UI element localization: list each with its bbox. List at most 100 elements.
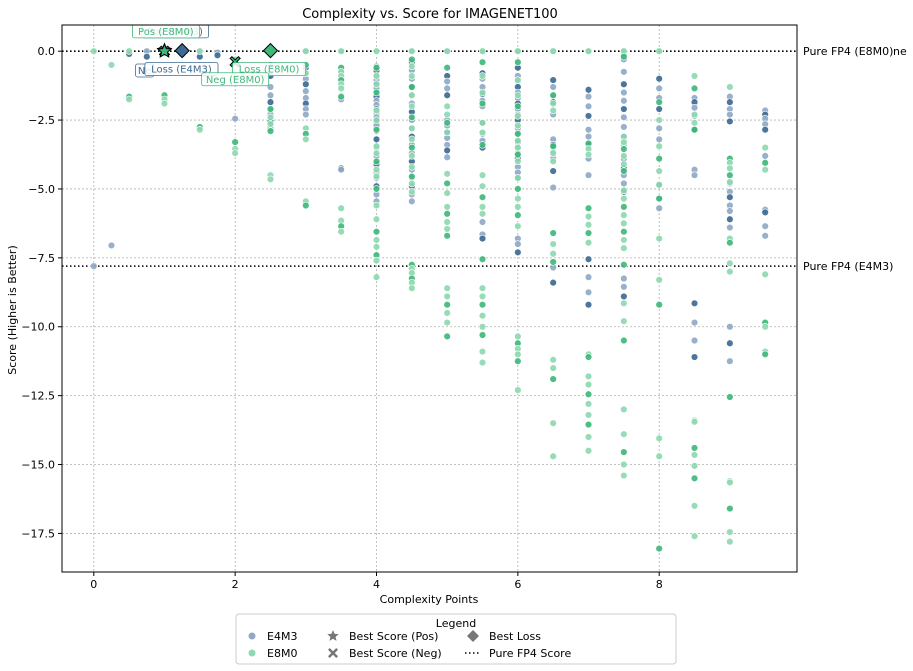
data-point-e8m0 (478, 119, 487, 127)
x-tick-label: 4 (373, 578, 380, 591)
legend-item: Pure FP4 Score (465, 647, 571, 660)
data-point-e8m0 (266, 105, 275, 113)
data-point-e8m0 (443, 203, 451, 211)
data-point-e8m0 (196, 47, 204, 55)
x-tick-label: 0 (90, 578, 97, 591)
data-point-e4m3 (761, 152, 769, 160)
data-point-e8m0 (514, 130, 522, 138)
data-point-e4m3 (372, 135, 381, 144)
legend-label: Pure FP4 Score (489, 647, 571, 660)
data-point-e8m0 (655, 167, 663, 175)
data-point-e4m3 (584, 171, 593, 179)
data-point-e8m0 (514, 357, 522, 365)
legend-items: E4M3 E8M0 Best Score (Pos) Best Score (Neg)… (248, 630, 571, 660)
data-point-e8m0 (584, 204, 593, 212)
data-point-e4m3 (726, 339, 734, 347)
data-point-e8m0 (372, 80, 381, 88)
data-point-e8m0 (655, 98, 663, 106)
data-point-e8m0 (514, 112, 522, 120)
legend-label: E4M3 (267, 630, 297, 643)
data-point-e4m3 (726, 117, 734, 126)
data-point-e4m3 (584, 255, 593, 263)
data-point-e8m0 (655, 452, 663, 460)
data-point-e4m3 (337, 165, 345, 174)
data-point-e8m0 (478, 203, 487, 211)
data-point-e8m0 (408, 163, 416, 171)
data-point-e8m0 (372, 215, 381, 223)
data-point-e8m0 (478, 141, 487, 149)
data-point-e8m0 (620, 203, 628, 211)
data-point-e8m0 (514, 174, 522, 182)
legend-box (235, 613, 677, 665)
data-point-e8m0 (726, 178, 734, 186)
data-point-e8m0 (372, 165, 381, 174)
data-point-e8m0 (514, 150, 522, 159)
data-point-e4m3 (620, 292, 628, 301)
data-point-e8m0 (478, 255, 487, 263)
data-point-e8m0 (478, 99, 487, 108)
data-point-e4m3 (213, 51, 222, 60)
data-point-e8m0 (690, 532, 699, 540)
data-point-e4m3 (408, 197, 416, 206)
data-point-e8m0 (302, 47, 310, 55)
data-point-e4m3 (549, 83, 557, 91)
data-point-e8m0 (372, 273, 381, 281)
data-point-e4m3 (584, 102, 593, 110)
data-point-e8m0 (761, 270, 769, 279)
data-point-e8m0 (514, 222, 522, 230)
data-point-e8m0 (478, 331, 487, 339)
data-point-e8m0 (549, 142, 557, 150)
data-point-e8m0 (549, 356, 557, 364)
y-tick-label: −15.0 (21, 459, 55, 472)
data-point-e8m0 (655, 154, 663, 163)
data-point-e8m0 (690, 119, 699, 127)
data-point-e4m3 (655, 135, 663, 144)
legend-label: Best Score (Pos) (349, 630, 438, 643)
data-point-e8m0 (337, 204, 345, 212)
data-point-e8m0 (372, 185, 381, 193)
data-point-e4m3 (443, 77, 451, 86)
annotation-box (144, 62, 219, 76)
data-point-e4m3 (549, 167, 557, 175)
best-marker-star-e8m0 (156, 42, 173, 58)
data-point-e8m0 (726, 528, 734, 536)
data-point-e8m0 (690, 418, 699, 426)
annotation-box (201, 72, 270, 87)
y-tick-label: −7.5 (28, 252, 55, 265)
data-point-e8m0 (690, 444, 699, 452)
data-point-e8m0 (620, 186, 628, 195)
data-point-e4m3 (620, 68, 628, 76)
data-point-e8m0 (549, 250, 557, 258)
data-point-e8m0 (620, 145, 628, 153)
data-point-e8m0 (620, 244, 628, 252)
data-point-e8m0 (478, 88, 487, 97)
legend-marker-diamond (467, 630, 479, 642)
data-point-e4m3 (266, 83, 275, 91)
data-point-e8m0 (372, 64, 381, 72)
data-point-e8m0 (620, 236, 628, 244)
data-point-e8m0 (337, 92, 345, 101)
data-point-e4m3 (584, 126, 593, 134)
data-point-e4m3 (726, 215, 734, 223)
data-point-e4m3 (584, 132, 593, 141)
data-point-e8m0 (372, 243, 381, 251)
data-point-e8m0 (620, 460, 628, 469)
legend-item: E8M0 (248, 647, 297, 660)
annotation-e8m0: Neg (E8M0) (201, 72, 270, 87)
data-point-e8m0 (266, 127, 275, 135)
data-point-e8m0 (408, 188, 416, 196)
data-point-e8m0 (372, 142, 381, 150)
data-point-e4m3 (761, 232, 769, 240)
data-point-e8m0 (514, 91, 522, 99)
legend-marker-star (327, 630, 339, 641)
data-point-e8m0 (584, 221, 593, 229)
data-point-e8m0 (478, 312, 487, 320)
data-point-e8m0 (726, 171, 734, 179)
baseline-label-fragment: ne (893, 45, 907, 58)
data-point-e8m0 (726, 83, 734, 91)
data-point-e8m0 (514, 58, 522, 66)
data-point-e8m0 (478, 347, 487, 356)
data-point-e8m0 (372, 106, 381, 115)
reference-lines: Pure FP4 (E8M0) Pure FP4 (E4M3) ne (62, 45, 907, 273)
data-point-e8m0 (443, 332, 451, 341)
